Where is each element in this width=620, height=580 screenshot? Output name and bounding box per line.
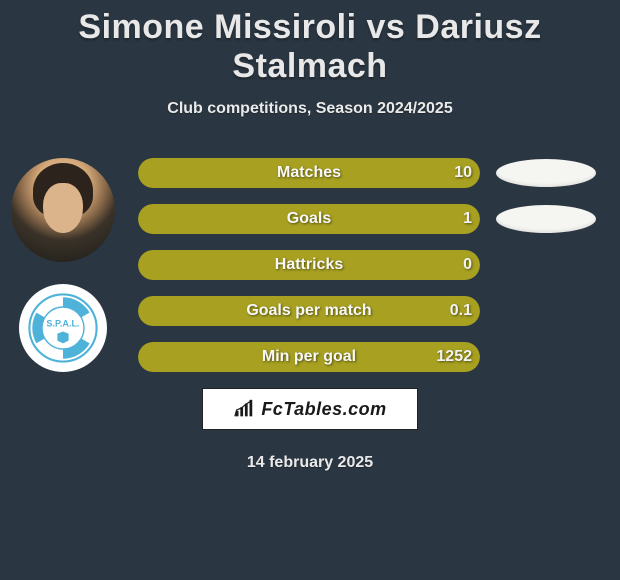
stat-value-left: 0.1 [450,302,472,320]
svg-text:S.P.A.L.: S.P.A.L. [46,319,79,329]
stat-row: Matches 10 [138,158,480,188]
stat-label: Min per goal [262,348,356,366]
spal-badge-icon: S.P.A.L. [28,293,98,363]
page-title: Simone Missiroli vs Dariusz Stalmach [0,0,620,86]
player-left-column: S.P.A.L. [8,158,118,372]
stat-label: Goals per match [246,302,371,320]
stat-value-left: 0 [463,256,472,274]
stat-row: Hattricks 0 [138,250,480,280]
stat-value-left: 1 [463,210,472,228]
page-date: 14 february 2025 [0,454,620,472]
player-avatar [11,158,115,262]
stat-bars: Matches 10 Goals 1 Hattricks 0 Goals per match… [138,158,480,372]
branding-label: FcTables.com [261,399,386,420]
stat-value-left: 10 [454,164,472,182]
stat-row: Goals per match 0.1 [138,296,480,326]
right-blob [496,205,596,233]
stat-value-left: 1252 [436,348,472,366]
fctables-branding: FcTables.com [202,388,418,430]
club-badge: S.P.A.L. [19,284,107,372]
stat-row: Min per goal 1252 [138,342,480,372]
stat-label: Goals [287,210,331,228]
stat-label: Matches [277,164,341,182]
page-subtitle: Club competitions, Season 2024/2025 [0,100,620,118]
right-blob [496,159,596,187]
comparison-content: S.P.A.L. Matches 10 Goals 1 Hattricks 0 Goals … [0,158,620,372]
stat-row: Goals 1 [138,204,480,234]
stat-label: Hattricks [275,256,343,274]
chart-bars-icon [233,398,255,420]
